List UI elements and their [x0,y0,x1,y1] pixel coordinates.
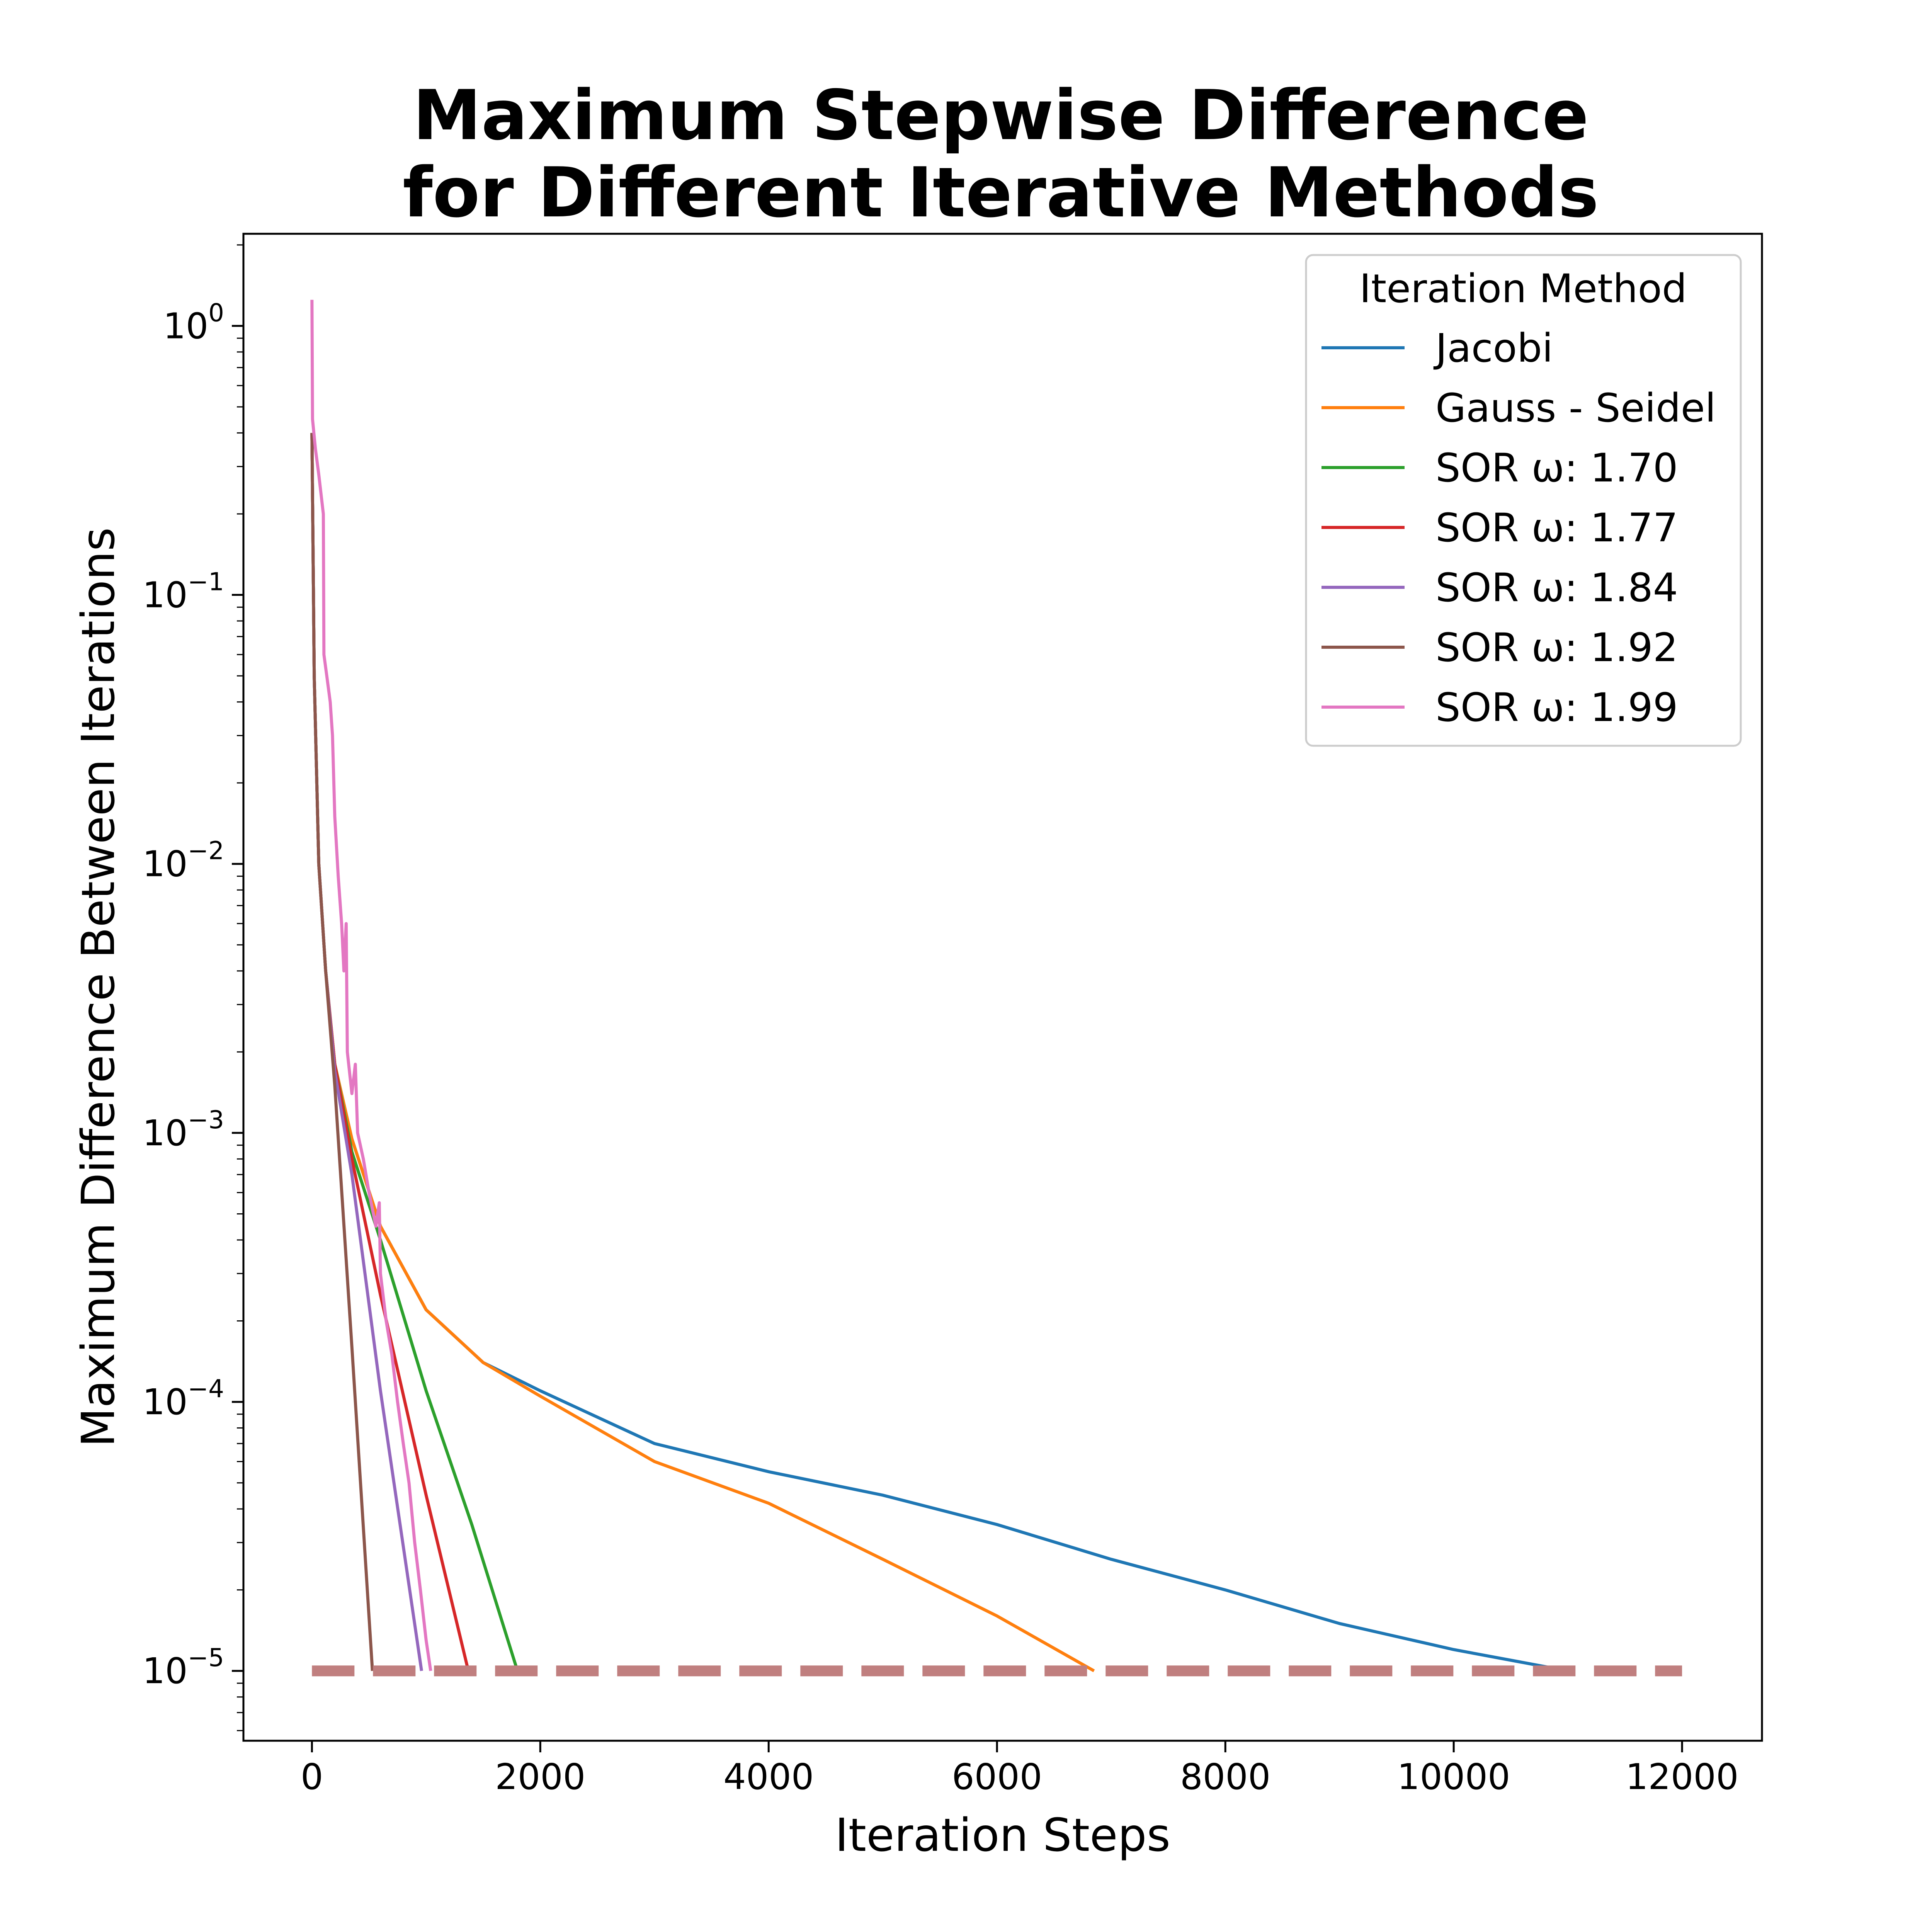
series-line [310,299,432,1671]
legend-frame [1305,254,1742,747]
y-tick-label: 10−4 [143,1375,224,1423]
y-tick-label: 100 [163,299,224,347]
chart-title-line-2: for Different Iterative Methods [403,153,1599,233]
y-tick-label: 10−5 [143,1644,224,1692]
y-tick-base: 10 [143,1381,188,1423]
y-tick-label: 10−2 [143,837,224,885]
x-tick-label: 8000 [1180,1756,1270,1798]
y-tick-label: 10−1 [143,568,224,616]
y-tick-exponent: −4 [188,1375,224,1403]
legend-entry-label: Jacobi [1433,325,1553,371]
y-tick-base: 10 [163,305,208,347]
series-line [310,433,374,1671]
legend-entry-label: SOR ω: 1.77 [1435,505,1678,551]
legend: Iteration Method Jacobi Gauss - Seidel SOR… [1305,254,1742,747]
x-tick-label: 10000 [1397,1756,1510,1798]
y-tick-exponent: −3 [188,1106,224,1134]
legend-entry-label: Gauss - Seidel [1435,385,1716,431]
y-tick-base: 10 [143,1650,188,1692]
x-tick-label: 0 [301,1756,323,1798]
y-tick-base: 10 [143,575,188,616]
legend-entry-label: SOR ω: 1.84 [1435,565,1678,611]
legend-entry-label: SOR ω: 1.92 [1435,625,1678,671]
x-axis-ticks: 0 2000 4000 6000 8000 10000 12000 [301,1741,1738,1798]
x-axis-label: Iteration Steps [835,1808,1170,1862]
x-tick-label: 2000 [495,1756,585,1798]
y-tick-exponent: −1 [188,568,224,597]
y-tick-base: 10 [143,1112,188,1154]
legend-entry-label: SOR ω: 1.70 [1435,445,1678,491]
plot-area [242,233,1763,1742]
plot-frame [242,233,1763,1742]
y-tick-base: 10 [143,844,188,885]
x-tick-label: 4000 [723,1756,814,1798]
series-lines [310,299,1568,1673]
y-tick-exponent: −5 [188,1644,224,1672]
legend-title: Iteration Method [1359,266,1687,312]
chart-title-line-1: Maximum Stepwise Difference [413,75,1588,155]
y-tick-label: 10−3 [143,1106,224,1154]
y-tick-exponent: −2 [188,837,224,866]
x-tick-label: 6000 [952,1756,1042,1798]
legend-entry-label: SOR ω: 1.99 [1435,685,1678,731]
legend-entries: Jacobi Gauss - Seidel SOR ω: 1.70 SOR ω: 1.… [1321,325,1716,731]
y-tick-exponent: 0 [208,299,224,327]
x-tick-label: 12000 [1626,1756,1739,1798]
y-axis-label: Maximum Difference Between Iterations [71,527,125,1447]
